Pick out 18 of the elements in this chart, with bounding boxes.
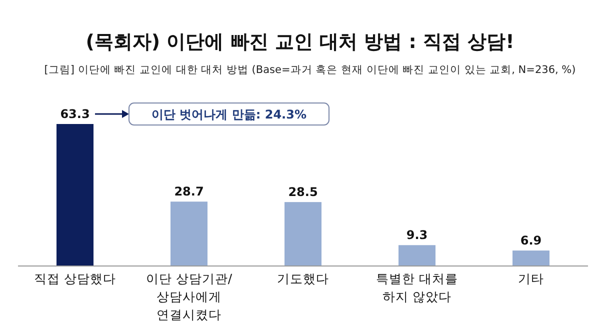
bar [170,202,208,266]
chart-subtitle: [그림] 이단에 빠진 교인에 대한 대처 방법 (Base=과거 혹은 현재 이단에 빠진 교인이 있는 교회, N=236, %) [44,64,576,76]
x-tick-label: 직접 상담했다 [34,271,116,286]
chart-title: (목회자) 이단에 빠진 교인 대처 방법 : 직접 상담! [86,31,514,53]
data-label: 28.7 [174,184,204,199]
bar [284,202,322,266]
x-tick-label: 이단 상담기관/ 상담사에게 연결시켰다 [146,271,233,322]
text: 이단 벗어나게 만듦: 24.3% [152,108,306,122]
data-label: 63.3 [60,107,90,121]
data-label: 6.9 [520,234,542,248]
bar [398,245,436,266]
x-tick-label: 특별한 대처를 하지 않았다 [376,271,458,304]
data-label: 9.3 [406,228,428,242]
bar [56,124,94,266]
x-tick-label: 기도했다 [277,271,329,286]
data-label: 28.5 [288,185,318,200]
x-tick-label: 기타 [518,271,544,286]
bar [512,250,550,266]
